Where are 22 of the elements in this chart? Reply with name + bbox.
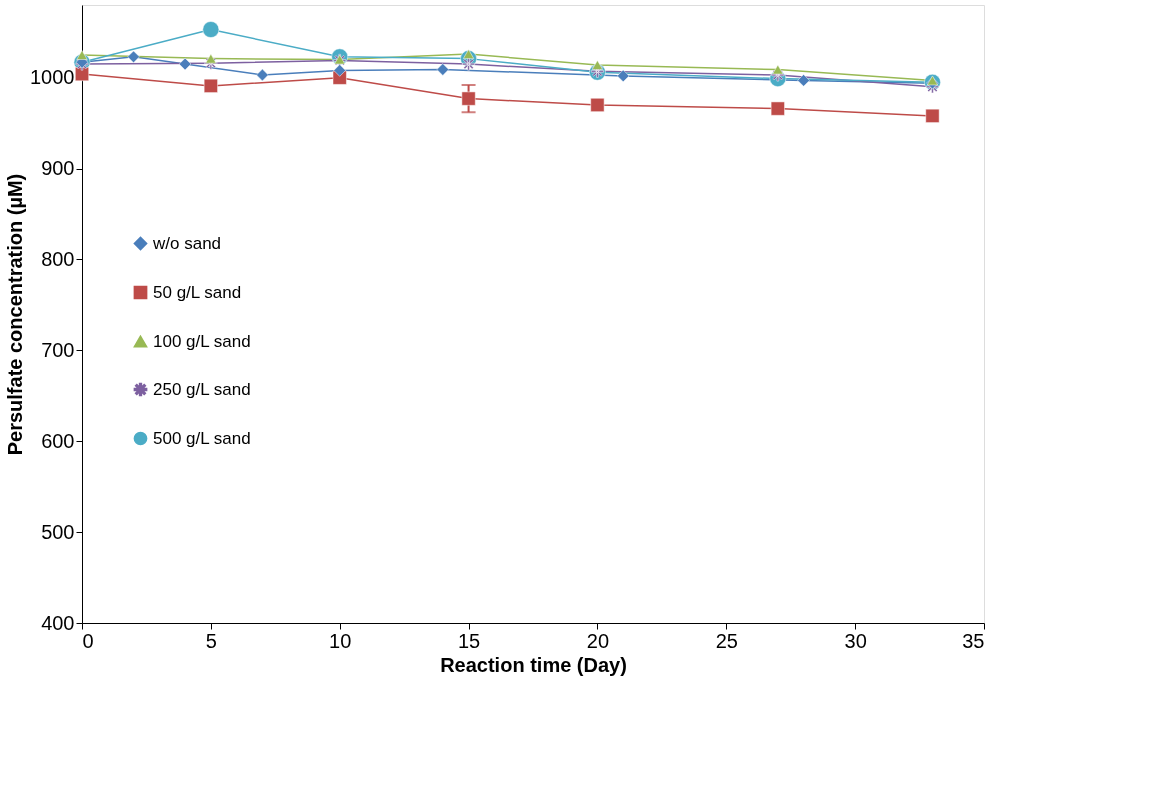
y-tick-label: 900 [41, 157, 75, 180]
y-tick-label: 500 [41, 520, 75, 543]
y-tick-label: 600 [41, 429, 75, 452]
x-tick-label: 20 [586, 629, 610, 652]
x-tick-label: 0 [82, 629, 94, 652]
x-tick-label: 30 [844, 629, 867, 652]
y-axis-title: Persulfate concentration (µM) [4, 173, 27, 456]
y-tick-label: 400 [41, 611, 75, 634]
x-axis-title: Reaction time (Day) [440, 653, 627, 676]
y-tick-label: 800 [41, 247, 75, 270]
x-tick-label: 15 [457, 629, 481, 652]
legend-label: 500 g/L sand [153, 428, 251, 448]
y-tick-label: 700 [41, 338, 75, 361]
legend-label: 50 g/L sand [153, 282, 242, 302]
legend-label: 100 g/L sand [153, 331, 251, 351]
x-tick-label: 25 [715, 629, 738, 652]
y-tick-label: 1000 [30, 66, 75, 89]
legend-label: w/o sand [152, 233, 222, 253]
x-tick-label: 5 [205, 629, 217, 652]
legend-label: 250 g/L sand [153, 379, 251, 399]
x-tick-label: 10 [329, 629, 352, 652]
x-tick-label: 35 [962, 629, 985, 652]
